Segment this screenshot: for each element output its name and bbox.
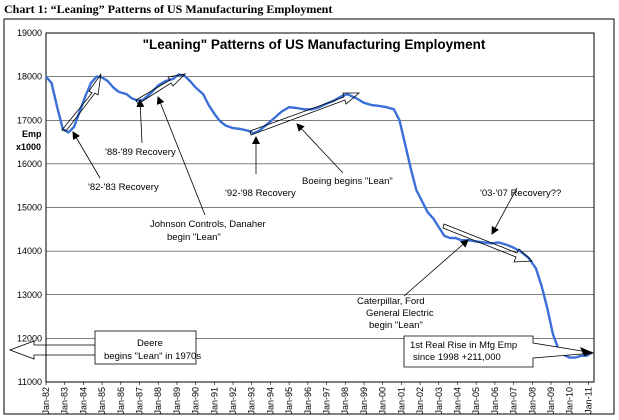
deere-label-box [94, 330, 197, 365]
x-tick-label: Jan-04 [452, 387, 462, 415]
x-tick-label: Jan-88 [153, 387, 163, 415]
y-gridlines [46, 32, 594, 383]
y-tick-label: 17000 [17, 115, 42, 125]
x-tick-label: Jan-08 [527, 387, 537, 415]
x-tick-label: Jan-05 [471, 387, 481, 415]
arrow-cat [403, 239, 469, 297]
x-tick-label: Jan-83 [60, 387, 70, 415]
x-tick-label: Jan-11 [583, 387, 593, 414]
rise-callout-arrowhead [580, 347, 594, 356]
y-tick-label: 18000 [17, 72, 42, 82]
x-tick-label: Jan-96 [303, 387, 313, 415]
chart-caption: Chart 1: “Leaning” Patterns of US Manufa… [4, 2, 333, 16]
annotation-cat-line3: begin "Lean" [369, 320, 423, 331]
x-tick-label: Jan-87 [135, 387, 145, 415]
y-tick-label: 16000 [17, 159, 42, 169]
y-tick-label: 19000 [17, 28, 42, 38]
annotation-cat-line1: Caterpillar, Ford [357, 296, 425, 307]
callout-arrows [72, 96, 518, 297]
y-tick-label: 11000 [18, 377, 42, 387]
x-tick-label: Jan-06 [490, 387, 500, 415]
arrow-r0307 [491, 187, 518, 235]
annotation-r9298: '92-'98 Recovery [225, 188, 296, 199]
x-tick-label: Jan-01 [396, 387, 406, 415]
x-tick-label: Jan-97 [322, 387, 332, 415]
annotation-jci-line1: Johnson Controls, Danaher [150, 219, 266, 230]
x-tick-label: Jan-95 [284, 387, 294, 415]
annotation-cat-line2: General Electric [366, 308, 434, 319]
x-tick-label: Jan-99 [359, 387, 369, 415]
x-tick-label: Jan-93 [247, 387, 257, 415]
x-tick-label: Jan-86 [116, 387, 126, 415]
y-tick-label: 14000 [17, 246, 42, 256]
x-tick-label: Jan-91 [209, 387, 219, 415]
y-axis-label-line1: Emp [22, 129, 42, 139]
rise-callout-box [403, 335, 595, 368]
arrow-r8283 [72, 131, 101, 179]
x-tick-label: Jan-00 [378, 387, 388, 415]
x-tick-label: Jan-09 [546, 387, 556, 415]
annotation-deere-line1: Deere [137, 338, 163, 349]
y-tick-label: 13000 [17, 290, 42, 300]
y-axis-label-line2: x1000 [16, 142, 41, 152]
annotation-rise-line1: 1st Real Rise in Mfg Emp [410, 340, 517, 351]
arrow-r8889 [136, 99, 145, 144]
trend-arrows [8, 73, 533, 360]
x-tick-label: Jan-92 [228, 387, 238, 415]
x-tick-label: Jan-89 [172, 387, 182, 415]
x-tick-label: Jan-10 [565, 387, 575, 415]
annotation-jci-line2: begin "Lean" [167, 232, 221, 243]
annotation-deere-line2: begins "Lean" in 1970s [104, 351, 201, 362]
annotation-r0307: '03-'07 Recovery?? [480, 188, 561, 199]
series-line [45, 73, 593, 359]
x-tick-label: Jan-90 [191, 387, 201, 415]
x-tick-label: Jan-07 [509, 387, 519, 415]
x-tick-label: Jan-98 [340, 387, 350, 415]
x-tick-labels: Jan-82 Jan-83 Jan-84 Jan-85 Jan-86 Jan-87 Jan-… [41, 382, 593, 415]
chart-title: "Leaning" Patterns of US Manufacturing E… [143, 37, 486, 52]
trend-arrow-8285 [61, 73, 102, 132]
x-tick-label: Jan-85 [97, 387, 107, 415]
annotation-rise-line2: since 1998 +211,000 [413, 352, 501, 363]
y-tick-label: 15000 [17, 203, 42, 213]
arrow-jci [156, 96, 206, 216]
y-tick-label: 12000 [17, 333, 42, 343]
annotation-r8889: '88-'89 Recovery [105, 147, 176, 158]
annotation-r8283: '82-'83 Recovery [88, 182, 159, 193]
trend-arrow-9298 [249, 92, 361, 136]
x-tick-label: Jan-84 [78, 387, 88, 415]
y-tick-labels: 11000 12000 13000 14000 15000 16000 17000 18000… [17, 28, 42, 387]
x-tick-label: Jan-03 [434, 387, 444, 415]
arrow-boeing [296, 123, 344, 174]
annotation-boeing: Boeing begins "Lean" [302, 176, 393, 187]
trend-arrow-0307 [442, 223, 533, 263]
x-tick-label: Jan-82 [41, 387, 51, 415]
x-tick-label: Jan-02 [415, 387, 425, 415]
x-tick-label: Jan-94 [265, 387, 275, 415]
